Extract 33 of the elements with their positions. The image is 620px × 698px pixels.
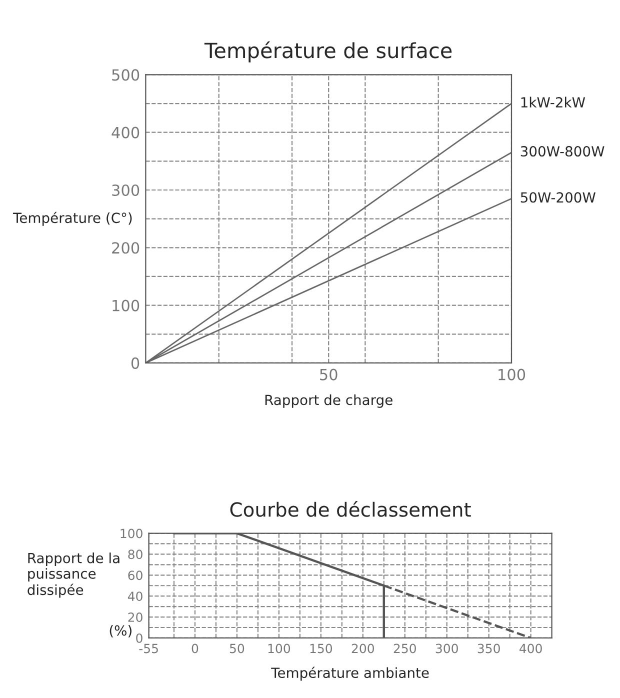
text: (%) [110, 624, 132, 638]
y-tick-label: 80 [128, 550, 142, 560]
y-axis-title: Température (C°) [12, 212, 132, 226]
x-tick-label: 250 [394, 644, 416, 654]
x-axis-title: Température ambiante [271, 666, 429, 681]
y-tick-label: 0 [131, 357, 140, 369]
chart-title: Température de surface [204, 41, 452, 62]
x-tick-label: 400 [519, 644, 542, 654]
x-tick-label: 0 [192, 644, 198, 654]
y-axis-title: Rapport de la puissance dissipée [28, 552, 120, 598]
x-tick-label: 300 [436, 644, 458, 654]
series-label: 50W-200W [520, 192, 596, 203]
y-tick-label: 100 [112, 300, 140, 312]
y-tick-label: 60 [128, 570, 142, 580]
x-tick-label: 50 [230, 644, 244, 654]
y-tick-label: 100 [120, 528, 142, 538]
x-tick-label: 200 [352, 644, 374, 654]
x-tick-label: 100 [268, 644, 290, 654]
series-label: 1kW-2kW [521, 96, 586, 108]
y-tick-label: 200 [112, 242, 140, 254]
x-tick-label: -55 [139, 644, 158, 654]
y-tick-label: 400 [112, 126, 140, 138]
series-label: 300W-800W [520, 146, 604, 157]
y-tick-label: 0 [136, 633, 142, 643]
y-tick-label: 300 [112, 184, 140, 196]
x-axis-title: Rapport de charge [265, 394, 392, 408]
x-tick-label: 350 [478, 644, 500, 654]
x-tick-label: 150 [310, 644, 332, 654]
y-tick-label: 20 [128, 612, 142, 622]
x-tick-label: 50 [320, 368, 338, 380]
y-tick-label: 500 [112, 69, 140, 81]
chart-title: Courbe de déclassement [230, 501, 471, 517]
y-tick-label: 40 [128, 592, 142, 602]
